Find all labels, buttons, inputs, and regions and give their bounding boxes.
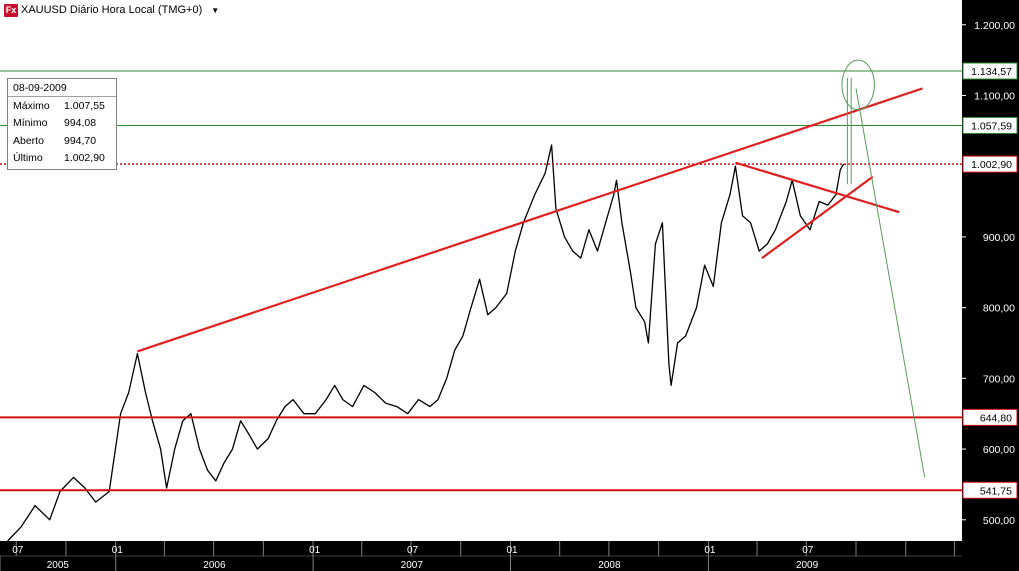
info-label: Máximo <box>13 100 50 112</box>
info-row-open: Aberto 994,70 <box>13 135 113 149</box>
x-year-label: 2007 <box>401 560 424 571</box>
info-label: Aberto <box>13 135 44 147</box>
level-price-label: 1.002,90 <box>971 159 1012 171</box>
level-price-tag <box>962 408 1018 426</box>
info-row-last: Último 1.002,90 <box>13 152 113 166</box>
y-tick-label: 500,00 <box>983 515 1015 527</box>
info-value: 994,70 <box>64 135 97 147</box>
x-month-label: 07 <box>407 545 419 556</box>
x-month-label: 07 <box>12 545 24 556</box>
target-ellipse[interactable] <box>841 59 875 111</box>
level-price-label: 541,75 <box>980 485 1012 497</box>
info-label: Mínimo <box>13 117 48 129</box>
plot-area <box>0 0 962 541</box>
price-series-line <box>7 144 845 542</box>
y-tick-label: 700,00 <box>983 373 1015 385</box>
chevron-down-icon[interactable]: ▼ <box>211 5 220 15</box>
info-row-high: Máximo 1.007,55 <box>13 100 113 114</box>
trendline[interactable] <box>855 88 926 478</box>
x-month-label: 01 <box>704 545 716 556</box>
info-date: 08-09-2009 <box>13 82 67 94</box>
ohlc-info-box: 08-09-2009 Máximo 1.007,55 Mínimo 994,08… <box>7 78 117 170</box>
x-year-label: 2009 <box>796 560 819 571</box>
info-row-low: Mínimo 994,08 <box>13 117 113 131</box>
x-month-label: 07 <box>802 545 814 556</box>
chart-header: Fx XAUUSD Diário Hora Local (TMG+0) ▼ <box>4 2 219 18</box>
x-month-label: 01 <box>112 545 124 556</box>
y-tick-label: 1.100,00 <box>974 90 1015 102</box>
level-price-label: 644,80 <box>980 412 1012 424</box>
trendline[interactable] <box>761 175 874 260</box>
y-tick-label: 800,00 <box>983 303 1015 315</box>
chart-title: XAUUSD Diário Hora Local (TMG+0) <box>21 4 203 16</box>
info-value: 994,08 <box>64 117 97 129</box>
x-month-label: 01 <box>309 545 321 556</box>
level-price-tag <box>962 155 1018 173</box>
level-price-tag <box>962 62 1018 80</box>
trendline[interactable] <box>137 87 923 353</box>
x-year-label: 2005 <box>47 560 70 571</box>
x-year-label: 2008 <box>598 560 621 571</box>
y-axis-panel <box>962 0 1019 571</box>
x-month-label: 01 <box>506 545 518 556</box>
fx-icon: Fx <box>4 3 18 17</box>
level-price-tag <box>962 481 1018 499</box>
trendline[interactable] <box>735 161 900 214</box>
x-year-label: 2006 <box>203 560 226 571</box>
y-tick-label: 900,00 <box>983 232 1015 244</box>
level-price-label: 1.057,59 <box>971 120 1012 132</box>
level-price-label: 1.134,57 <box>971 66 1012 78</box>
y-tick-label: 600,00 <box>983 444 1015 456</box>
info-divider <box>8 96 116 97</box>
info-label: Último <box>13 152 43 164</box>
level-price-tag <box>962 116 1018 134</box>
info-value: 1.007,55 <box>64 100 105 112</box>
y-tick-label: 1.200,00 <box>974 20 1015 32</box>
info-value: 1.002,90 <box>64 152 105 164</box>
